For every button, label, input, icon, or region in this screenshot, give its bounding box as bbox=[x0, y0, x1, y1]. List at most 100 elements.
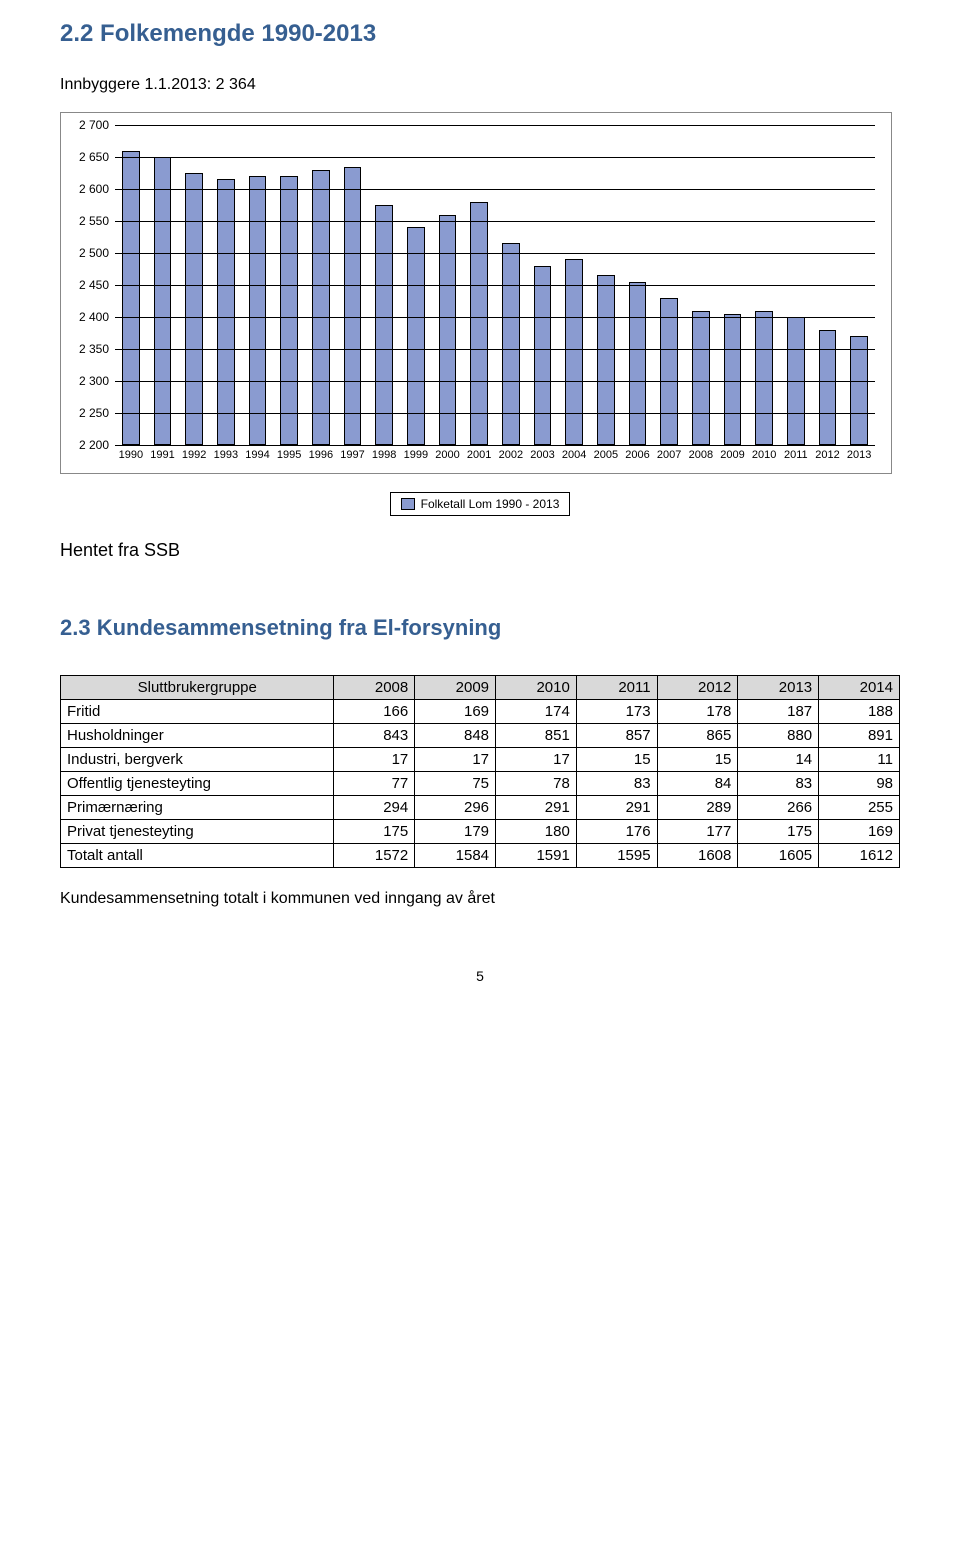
table-row: Industri, bergverk17171715151411 bbox=[61, 748, 900, 772]
chart-ytick-label: 2 600 bbox=[79, 182, 115, 196]
chart-ytick-label: 2 400 bbox=[79, 310, 115, 324]
table-cell: 1612 bbox=[819, 844, 900, 868]
chart-xtick-label: 2011 bbox=[784, 445, 808, 461]
table-cell: 291 bbox=[576, 796, 657, 820]
section-heading-2-3: 2.3 Kundesammensetning fra El-forsyning bbox=[60, 615, 900, 641]
chart-bar bbox=[755, 311, 773, 445]
table-cell: 255 bbox=[819, 796, 900, 820]
chart-bar bbox=[724, 314, 742, 445]
chart-xtick-label: 1993 bbox=[214, 445, 238, 461]
table-cell: 296 bbox=[415, 796, 496, 820]
chart-bar bbox=[122, 151, 140, 445]
chart-xtick-label: 2002 bbox=[499, 445, 523, 461]
table-cell: 266 bbox=[738, 796, 819, 820]
table-cell: 78 bbox=[496, 772, 577, 796]
table-cell: 83 bbox=[738, 772, 819, 796]
legend-swatch-icon bbox=[401, 498, 415, 510]
table-row-label: Fritid bbox=[61, 700, 334, 724]
table-row: Fritid166169174173178187188 bbox=[61, 700, 900, 724]
chart-bar bbox=[597, 275, 615, 445]
chart-xtick-label: 2005 bbox=[594, 445, 618, 461]
chart-xtick-label: 1996 bbox=[309, 445, 333, 461]
table-cell: 17 bbox=[415, 748, 496, 772]
table-cell: 857 bbox=[576, 724, 657, 748]
table-cell: 851 bbox=[496, 724, 577, 748]
table-cell: 848 bbox=[415, 724, 496, 748]
table-cell: 98 bbox=[819, 772, 900, 796]
chart-xtick-label: 1991 bbox=[150, 445, 174, 461]
table-cell: 174 bbox=[496, 700, 577, 724]
table-cell: 173 bbox=[576, 700, 657, 724]
table-row: Husholdninger843848851857865880891 bbox=[61, 724, 900, 748]
table-header-year: 2012 bbox=[657, 676, 738, 700]
chart-xtick-label: 1990 bbox=[119, 445, 143, 461]
chart-bar bbox=[249, 176, 267, 445]
population-chart: 2 2002 2502 3002 3502 4002 4502 5002 550… bbox=[60, 112, 900, 516]
chart-xtick-label: 1992 bbox=[182, 445, 206, 461]
chart-xtick-label: 2009 bbox=[720, 445, 744, 461]
chart-gridline bbox=[115, 157, 875, 158]
chart-gridline bbox=[115, 189, 875, 190]
chart-ytick-label: 2 250 bbox=[79, 406, 115, 420]
table-header-year: 2009 bbox=[415, 676, 496, 700]
table-row: Privat tjenesteyting17517918017617717516… bbox=[61, 820, 900, 844]
table-header-year: 2011 bbox=[576, 676, 657, 700]
table-cell: 176 bbox=[576, 820, 657, 844]
table-cell: 294 bbox=[334, 796, 415, 820]
table-cell: 175 bbox=[334, 820, 415, 844]
chart-bar bbox=[154, 157, 172, 445]
table-cell: 175 bbox=[738, 820, 819, 844]
chart-bar bbox=[470, 202, 488, 445]
table-row-label: Industri, bergverk bbox=[61, 748, 334, 772]
table-row-label: Primærnæring bbox=[61, 796, 334, 820]
table-cell: 291 bbox=[496, 796, 577, 820]
chart-bar bbox=[629, 282, 647, 445]
table-cell: 1608 bbox=[657, 844, 738, 868]
table-header-label: Sluttbrukergruppe bbox=[61, 676, 334, 700]
chart-xtick-label: 1998 bbox=[372, 445, 396, 461]
chart-xtick-label: 1995 bbox=[277, 445, 301, 461]
customer-composition-table: Sluttbrukergruppe20082009201020112012201… bbox=[60, 675, 900, 868]
chart-gridline bbox=[115, 381, 875, 382]
table-header-year: 2013 bbox=[738, 676, 819, 700]
chart-legend: Folketall Lom 1990 - 2013 bbox=[390, 492, 571, 516]
chart-bar bbox=[692, 311, 710, 445]
table-cell: 177 bbox=[657, 820, 738, 844]
population-subtitle: Innbyggere 1.1.2013: 2 364 bbox=[60, 76, 900, 94]
table-cell: 15 bbox=[576, 748, 657, 772]
legend-label: Folketall Lom 1990 - 2013 bbox=[421, 497, 560, 511]
chart-xtick-label: 2001 bbox=[467, 445, 491, 461]
chart-bar bbox=[217, 179, 235, 445]
table-cell: 77 bbox=[334, 772, 415, 796]
chart-plot-area: 2 2002 2502 3002 3502 4002 4502 5002 550… bbox=[115, 125, 875, 445]
table-cell: 11 bbox=[819, 748, 900, 772]
table-cell: 188 bbox=[819, 700, 900, 724]
chart-xtick-label: 2000 bbox=[435, 445, 459, 461]
chart-bar bbox=[375, 205, 393, 445]
table-cell: 180 bbox=[496, 820, 577, 844]
chart-xtick-label: 1999 bbox=[404, 445, 428, 461]
table-cell: 1584 bbox=[415, 844, 496, 868]
chart-gridline bbox=[115, 253, 875, 254]
table-row-label: Totalt antall bbox=[61, 844, 334, 868]
table-cell: 865 bbox=[657, 724, 738, 748]
table-row-label: Privat tjenesteyting bbox=[61, 820, 334, 844]
chart-frame: 2 2002 2502 3002 3502 4002 4502 5002 550… bbox=[60, 112, 892, 474]
table-cell: 1591 bbox=[496, 844, 577, 868]
chart-gridline bbox=[115, 317, 875, 318]
table-cell: 178 bbox=[657, 700, 738, 724]
section-heading-2-2: 2.2 Folkemengde 1990-2013 bbox=[60, 20, 900, 48]
table-header-row: Sluttbrukergruppe20082009201020112012201… bbox=[61, 676, 900, 700]
chart-bar bbox=[344, 167, 362, 445]
chart-bar bbox=[819, 330, 837, 445]
page-number: 5 bbox=[60, 968, 900, 984]
chart-gridline bbox=[115, 413, 875, 414]
chart-xtick-label: 2006 bbox=[625, 445, 649, 461]
table-row: Totalt antall157215841591159516081605161… bbox=[61, 844, 900, 868]
chart-gridline bbox=[115, 285, 875, 286]
chart-xtick-label: 1994 bbox=[245, 445, 269, 461]
table-body: Fritid166169174173178187188Husholdninger… bbox=[61, 700, 900, 868]
chart-ytick-label: 2 650 bbox=[79, 150, 115, 164]
source-note: Hentet fra SSB bbox=[60, 540, 900, 561]
table-cell: 169 bbox=[819, 820, 900, 844]
